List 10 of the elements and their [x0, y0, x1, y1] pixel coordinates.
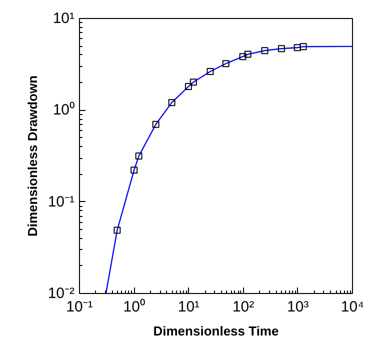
x-axis-title: Dimensionless Time	[153, 324, 279, 338]
y-axis-title: Dimensionless Drawdown	[24, 75, 40, 237]
x-tick-label: 10⁰	[123, 298, 145, 316]
x-tick-label: 10⁴	[340, 298, 364, 316]
x-tick-label: 10²	[232, 298, 254, 316]
y-tick-label: 10¹	[52, 10, 75, 27]
x-tick-label: 10³	[287, 298, 309, 316]
x-tick-label: 10¹	[178, 298, 200, 316]
y-tick-label: 10⁰	[52, 102, 75, 119]
y-tick-label: 10⁻¹	[48, 193, 75, 210]
